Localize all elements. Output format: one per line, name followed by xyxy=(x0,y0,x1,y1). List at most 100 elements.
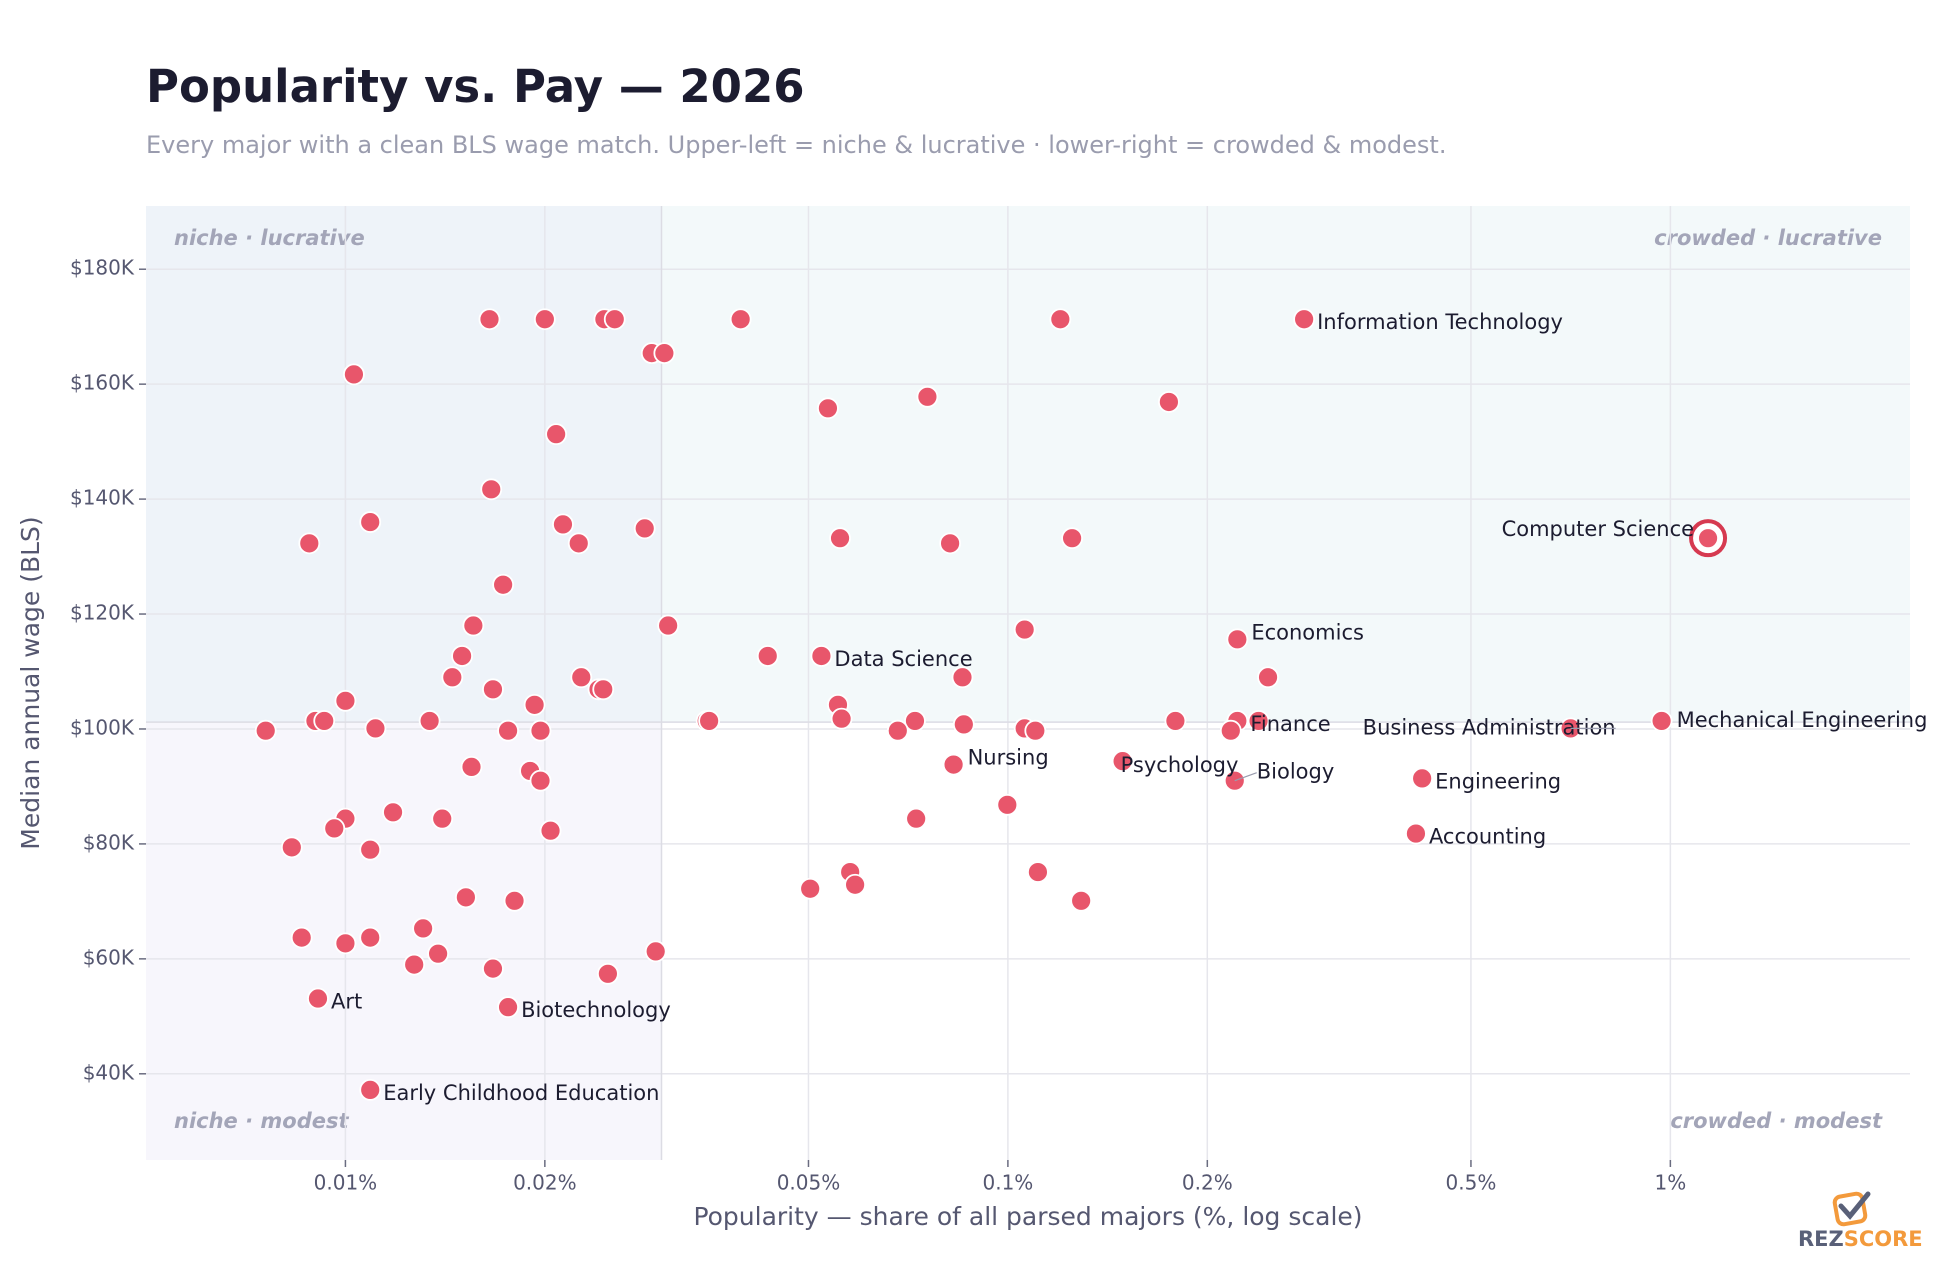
point xyxy=(904,710,926,732)
point xyxy=(1158,391,1180,413)
point-label: Art xyxy=(331,990,362,1014)
logo-text: REZSCORE xyxy=(1798,1227,1923,1251)
point xyxy=(952,713,975,736)
point xyxy=(497,719,519,742)
point xyxy=(359,926,382,949)
point xyxy=(497,996,519,1019)
point-label: Psychology xyxy=(1121,753,1239,777)
point xyxy=(298,532,321,555)
point xyxy=(254,719,277,742)
point-label: Mechanical Engineering xyxy=(1677,708,1928,732)
point xyxy=(451,645,473,667)
point xyxy=(441,666,464,689)
y-tick-label: $140K xyxy=(70,486,135,510)
quadrant-lower-left xyxy=(146,722,662,1160)
point xyxy=(886,719,909,742)
point xyxy=(1111,750,1134,773)
point xyxy=(1247,710,1270,732)
point xyxy=(307,987,329,1010)
point-label: Nursing xyxy=(968,746,1049,770)
point xyxy=(830,707,853,730)
point xyxy=(939,532,961,555)
y-tick-label: $100K xyxy=(70,715,135,739)
point-label: Computer Science xyxy=(1502,517,1694,541)
point xyxy=(533,308,556,331)
point xyxy=(905,807,928,830)
point xyxy=(570,666,593,689)
point xyxy=(1061,527,1083,550)
point xyxy=(1226,628,1249,651)
point-label: Economics xyxy=(1251,620,1364,644)
point xyxy=(644,940,667,963)
quadrant-upper-left xyxy=(146,206,662,723)
point xyxy=(1013,618,1036,641)
x-tick-label: 0.5% xyxy=(1446,1171,1497,1195)
grid: $40K $60K $80K $100K $120K $140K $160K $180K 0.0… xyxy=(70,206,1910,1195)
point xyxy=(462,614,485,637)
point-label: Biotechnology xyxy=(521,998,671,1022)
point xyxy=(657,614,680,637)
quadrant-label: niche · lucrative xyxy=(174,226,365,250)
point xyxy=(313,710,336,732)
y-tick-label: $40K xyxy=(83,1060,135,1084)
point xyxy=(280,836,303,859)
point-label: Finance xyxy=(1250,712,1330,736)
point xyxy=(567,532,590,555)
point-labels: Information Technology Computer Science Ec… xyxy=(331,310,1927,1105)
quadrant-label: niche · modest xyxy=(174,1109,349,1133)
logo-check xyxy=(1838,1191,1871,1220)
point xyxy=(431,807,454,830)
point-label: Biology xyxy=(1257,760,1335,784)
point xyxy=(545,423,568,446)
point xyxy=(492,573,515,596)
point xyxy=(633,517,656,540)
point xyxy=(460,756,483,778)
point-label: Business Administration xyxy=(1363,715,1616,739)
point xyxy=(480,478,503,501)
point xyxy=(951,666,974,689)
point xyxy=(756,645,779,667)
point xyxy=(427,942,449,965)
point xyxy=(1405,822,1427,845)
point xyxy=(1219,719,1242,742)
point xyxy=(844,873,867,896)
point xyxy=(1257,666,1279,689)
y-tick-label: $160K xyxy=(70,371,135,395)
point xyxy=(698,710,721,732)
point xyxy=(359,838,382,861)
point xyxy=(1049,308,1072,331)
point-label: Information Technology xyxy=(1317,310,1563,334)
point xyxy=(412,917,435,940)
point xyxy=(523,693,546,716)
quadrant-label: crowded · lucrative xyxy=(1654,226,1882,250)
quadrants: niche · lucrative crowded · lucrative nich… xyxy=(146,206,1910,1160)
x-axis-label: Popularity — share of all parsed majors … xyxy=(693,1202,1362,1231)
point xyxy=(334,689,357,712)
point-label: Data Science xyxy=(834,647,972,671)
point xyxy=(817,397,839,420)
y-tick-label: $80K xyxy=(83,830,135,854)
point-label: Engineering xyxy=(1435,769,1561,793)
quadrant-label: crowded · modest xyxy=(1670,1109,1883,1133)
chart-subtitle: Every major with a clean BLS wage match.… xyxy=(146,131,1446,159)
point xyxy=(482,678,504,701)
point xyxy=(1411,767,1434,790)
point xyxy=(1070,889,1093,912)
point xyxy=(942,753,965,776)
logo-icon xyxy=(1832,1191,1871,1227)
point xyxy=(334,932,357,955)
point xyxy=(916,385,939,408)
x-tick-label: 0.02% xyxy=(513,1171,577,1195)
y-tick-label: $180K xyxy=(70,256,135,280)
point xyxy=(290,926,313,949)
quadrant-upper-right xyxy=(661,206,1910,723)
point xyxy=(1164,710,1187,732)
y-tick-label: $120K xyxy=(70,601,135,625)
x-tick-label: 0.01% xyxy=(314,1171,378,1195)
point-label: Accounting xyxy=(1429,825,1546,849)
point xyxy=(810,645,833,667)
point xyxy=(552,513,574,536)
point xyxy=(1024,719,1047,742)
point xyxy=(729,308,752,331)
x-tick-label: 0.05% xyxy=(777,1171,841,1195)
